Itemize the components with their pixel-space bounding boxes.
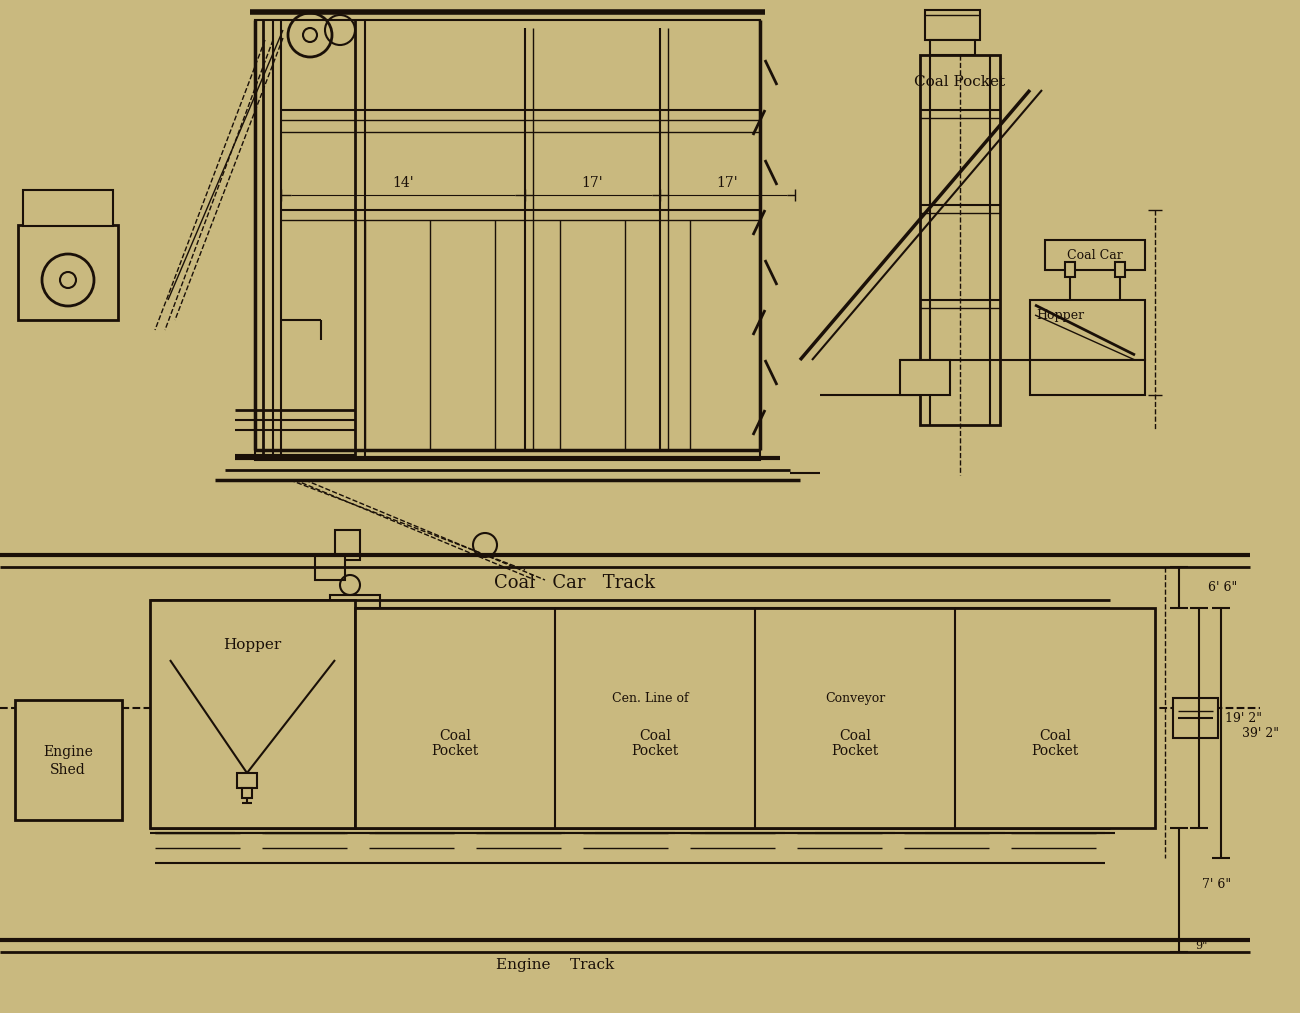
Bar [355, 608, 1154, 828]
Text: 19' 2": 19' 2" [1225, 711, 1262, 724]
Text: Pocket: Pocket [632, 744, 679, 758]
Text: Coal: Coal [838, 729, 871, 743]
Bar [242, 788, 252, 798]
Bar [315, 555, 344, 580]
Bar [926, 10, 980, 40]
Bar [23, 190, 113, 226]
Bar [255, 20, 760, 460]
Bar [335, 530, 360, 560]
Text: Coal: Coal [640, 729, 671, 743]
Bar [330, 595, 380, 625]
Bar [1045, 240, 1145, 270]
Text: Coal: Coal [439, 729, 471, 743]
Text: 6' 6": 6' 6" [1208, 580, 1238, 594]
Bar [1115, 262, 1124, 277]
Bar [920, 55, 1000, 425]
Text: Engine    Track: Engine Track [495, 958, 614, 972]
Text: Hopper: Hopper [1036, 309, 1084, 321]
Bar [150, 600, 355, 828]
Text: Conveyor: Conveyor [826, 692, 885, 704]
Text: Cen. Line of: Cen. Line of [612, 692, 688, 704]
Bar [1173, 698, 1218, 738]
Text: Pocket: Pocket [832, 744, 879, 758]
Bar [930, 40, 975, 55]
Text: 9": 9" [1195, 941, 1208, 951]
Text: Pocket: Pocket [1031, 744, 1079, 758]
Bar [18, 225, 118, 320]
Text: Pocket: Pocket [432, 744, 478, 758]
Bar [1065, 262, 1075, 277]
Text: Shed: Shed [51, 763, 86, 777]
Text: Engine: Engine [43, 745, 92, 759]
Text: 17': 17' [581, 176, 603, 190]
Text: Coal Car: Coal Car [1067, 248, 1123, 261]
Text: 39' 2": 39' 2" [1242, 726, 1279, 739]
Text: Coal: Coal [1039, 729, 1071, 743]
Bar [1030, 360, 1145, 395]
Bar [335, 625, 374, 645]
Text: 17': 17' [716, 176, 738, 190]
Text: 7' 6": 7' 6" [1202, 877, 1231, 890]
Bar [237, 773, 257, 788]
Text: 14': 14' [393, 176, 413, 190]
Text: Hopper: Hopper [222, 638, 281, 652]
Bar [1030, 300, 1145, 360]
Bar [16, 700, 122, 820]
Text: Coal Pocket: Coal Pocket [914, 75, 1006, 89]
Bar [900, 360, 950, 395]
Text: Coal   Car   Track: Coal Car Track [494, 574, 655, 592]
